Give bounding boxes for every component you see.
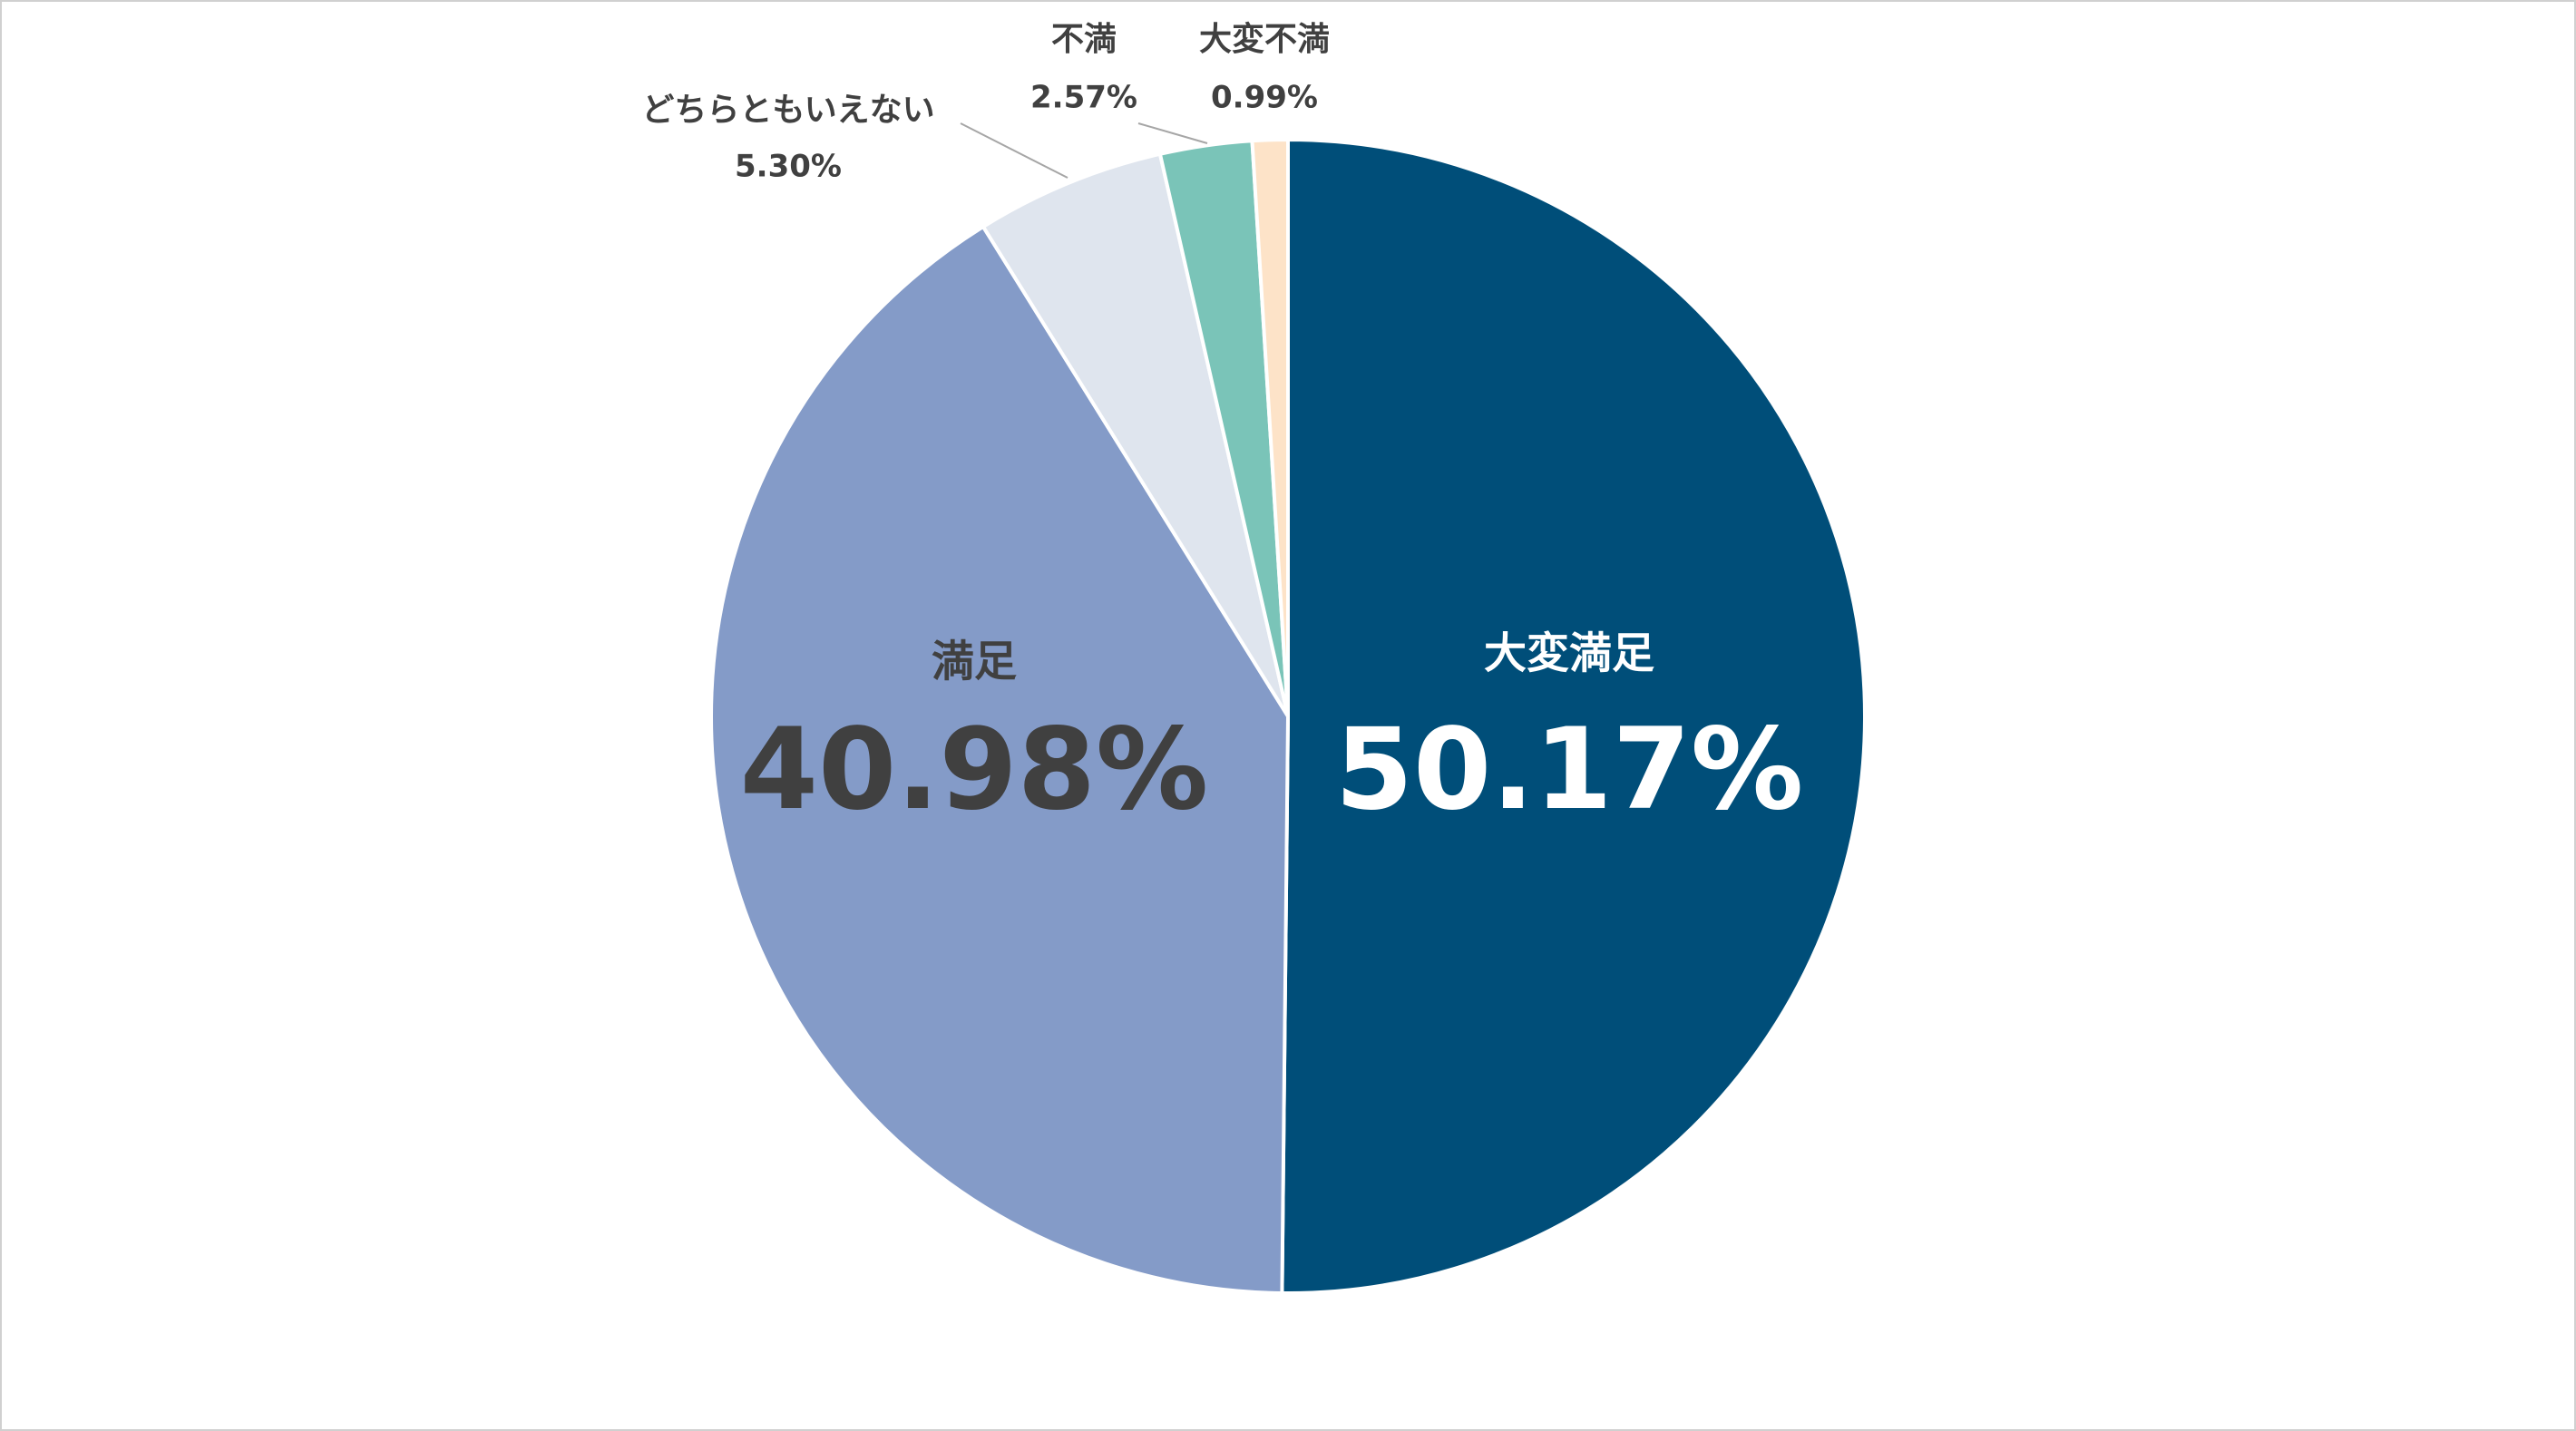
pie-slice — [709, 224, 1291, 1295]
value-label: 0.99% — [1211, 80, 1318, 116]
leader-line — [1137, 122, 1208, 144]
pie-slice — [1280, 137, 1867, 1295]
slice-label: 大変満足 — [1484, 629, 1654, 679]
value-label: 2.57% — [1030, 80, 1137, 116]
slice-label: 満足 — [932, 638, 1017, 687]
value-label: 40.98% — [740, 705, 1208, 835]
leader-line — [960, 122, 1068, 179]
slice-label: 不満 — [1051, 21, 1117, 58]
value-label: 5.30% — [735, 149, 842, 185]
slice-label: 大変不満 — [1199, 20, 1330, 58]
value-label: 50.17% — [1335, 705, 1803, 835]
pie-slice — [1250, 137, 1290, 717]
slice-label: どちらともいえない — [641, 92, 934, 129]
pie-slice — [981, 151, 1290, 718]
